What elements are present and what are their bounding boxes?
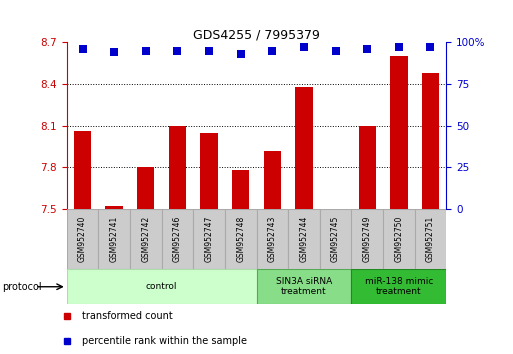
Title: GDS4255 / 7995379: GDS4255 / 7995379 xyxy=(193,28,320,41)
Bar xyxy=(295,87,312,209)
Text: control: control xyxy=(146,282,177,291)
Point xyxy=(205,48,213,54)
Bar xyxy=(67,269,256,304)
Text: GSM952744: GSM952744 xyxy=(300,216,308,262)
Bar xyxy=(106,206,123,209)
Point xyxy=(331,48,340,54)
Bar xyxy=(390,56,407,209)
Bar xyxy=(130,209,162,269)
Text: GSM952743: GSM952743 xyxy=(268,216,277,262)
Bar xyxy=(320,209,351,269)
Text: percentile rank within the sample: percentile rank within the sample xyxy=(82,336,247,346)
Point xyxy=(110,50,118,55)
Bar xyxy=(225,209,256,269)
Point xyxy=(268,48,277,54)
Bar xyxy=(74,131,91,209)
Point xyxy=(394,45,403,50)
Bar xyxy=(137,167,154,209)
Point xyxy=(300,45,308,50)
Text: GSM952745: GSM952745 xyxy=(331,216,340,262)
Text: transformed count: transformed count xyxy=(82,311,173,321)
Point xyxy=(78,46,87,52)
Text: miR-138 mimic
treatment: miR-138 mimic treatment xyxy=(365,277,433,296)
Bar xyxy=(232,170,249,209)
Text: GSM952751: GSM952751 xyxy=(426,216,435,262)
Bar xyxy=(359,126,376,209)
Bar xyxy=(288,209,320,269)
Text: GSM952750: GSM952750 xyxy=(394,216,403,262)
Bar xyxy=(422,73,439,209)
Point xyxy=(426,45,435,50)
Bar xyxy=(256,209,288,269)
Text: SIN3A siRNA
treatment: SIN3A siRNA treatment xyxy=(276,277,332,296)
Point xyxy=(173,48,182,54)
Text: GSM952740: GSM952740 xyxy=(78,216,87,262)
Point xyxy=(363,46,371,52)
Text: GSM952746: GSM952746 xyxy=(173,216,182,262)
Bar xyxy=(201,133,218,209)
Bar xyxy=(351,269,446,304)
Bar xyxy=(351,209,383,269)
Point xyxy=(142,48,150,54)
Bar xyxy=(264,151,281,209)
Text: GSM952748: GSM952748 xyxy=(236,216,245,262)
Bar xyxy=(162,209,193,269)
Point xyxy=(236,51,245,57)
Text: GSM952747: GSM952747 xyxy=(205,216,213,262)
Bar xyxy=(98,209,130,269)
Bar xyxy=(256,269,351,304)
Bar xyxy=(193,209,225,269)
Bar xyxy=(169,126,186,209)
Text: protocol: protocol xyxy=(3,282,42,292)
Text: GSM952742: GSM952742 xyxy=(141,216,150,262)
Bar xyxy=(67,209,98,269)
Bar xyxy=(383,209,415,269)
Text: GSM952749: GSM952749 xyxy=(363,216,372,262)
Text: GSM952741: GSM952741 xyxy=(110,216,119,262)
Bar xyxy=(415,209,446,269)
